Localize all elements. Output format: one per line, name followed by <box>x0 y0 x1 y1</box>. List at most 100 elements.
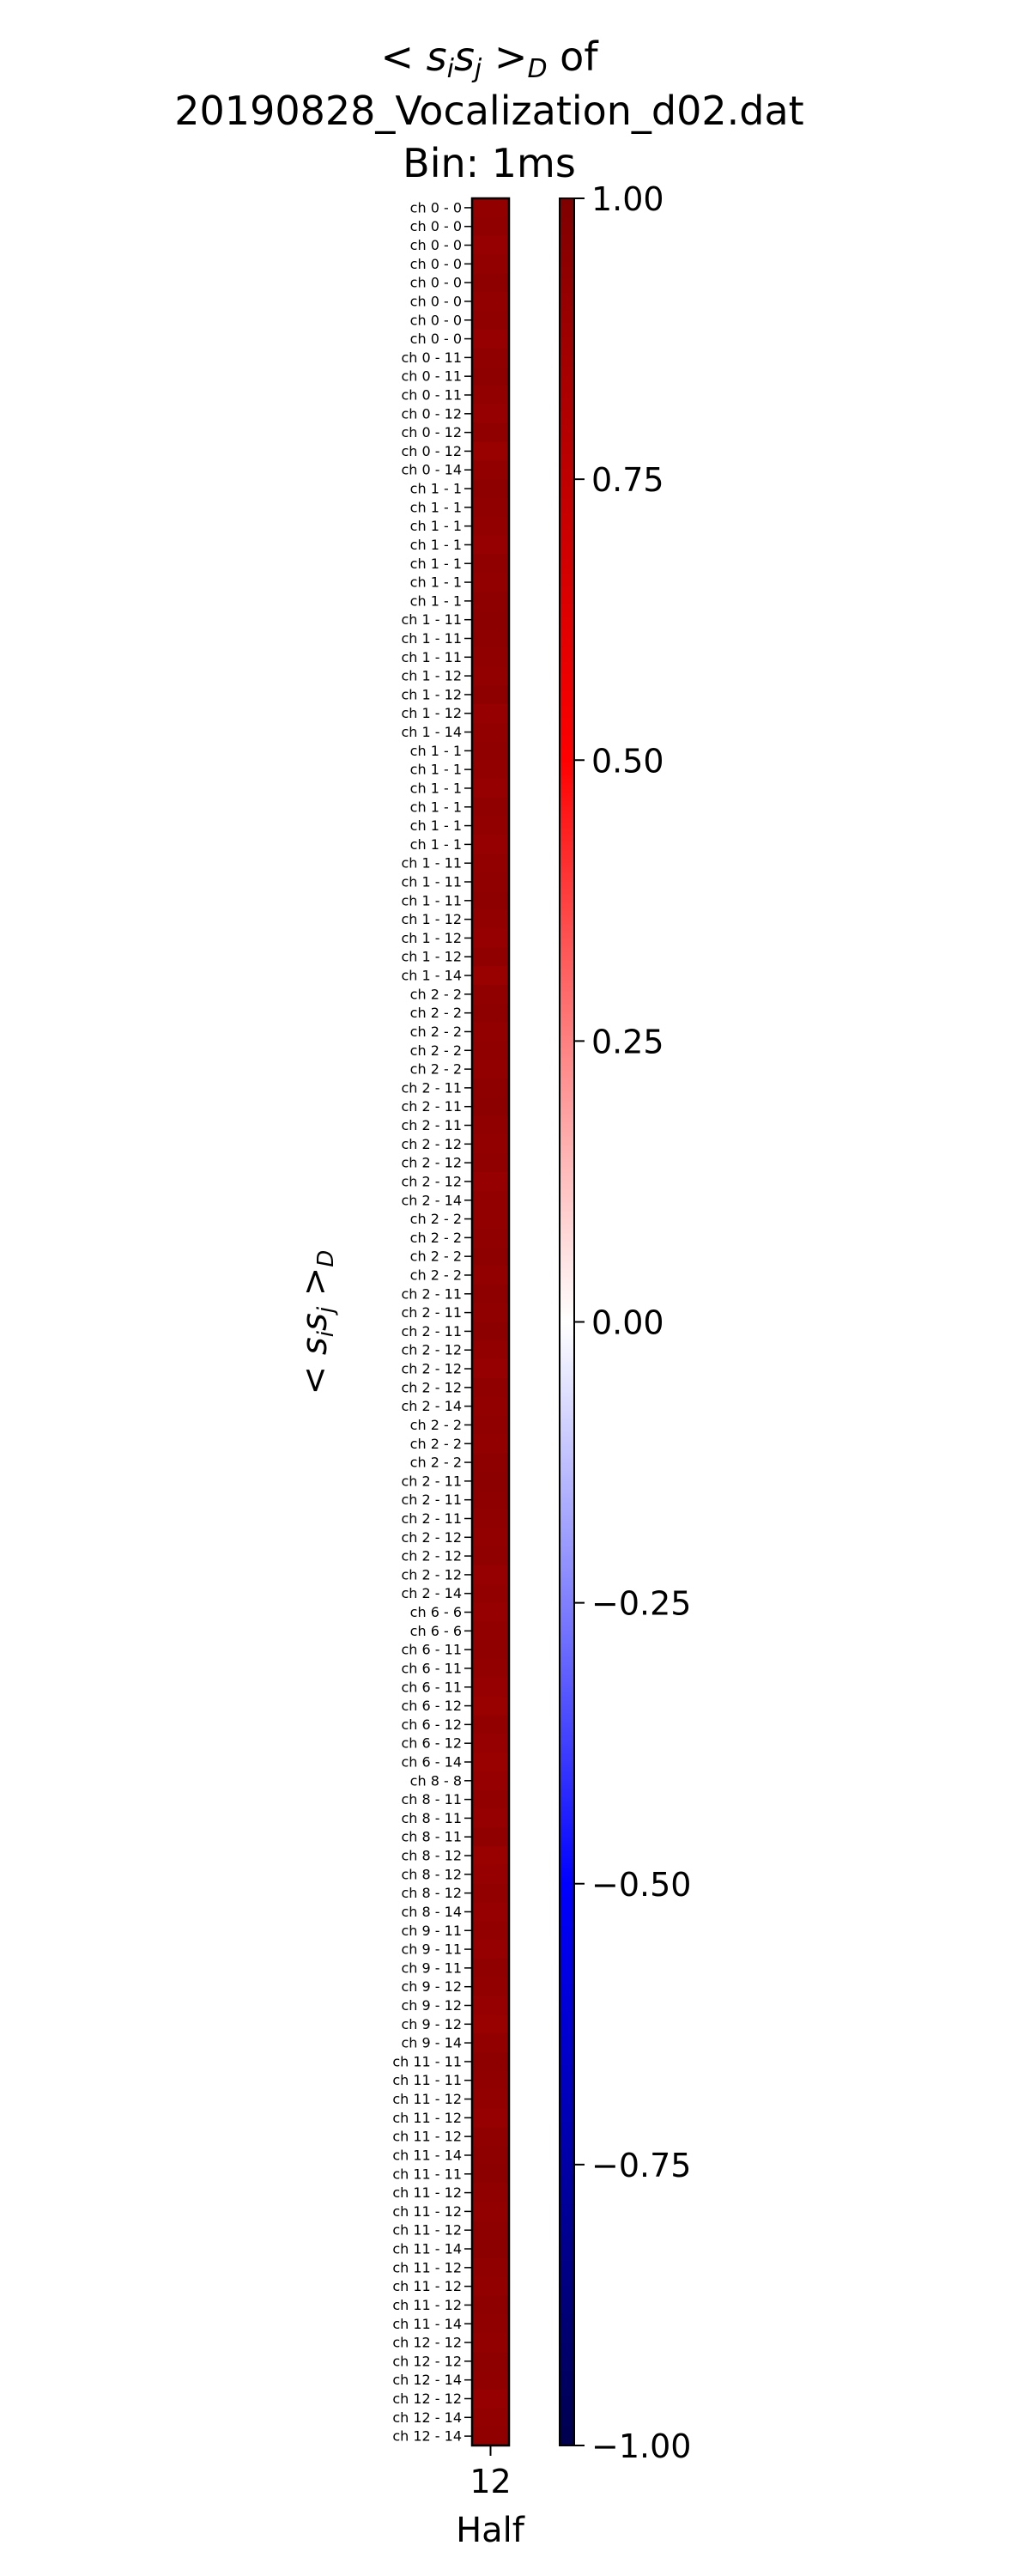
y-tick-label: ch 11 - 14 <box>392 2241 462 2257</box>
heatmap-cell <box>472 610 509 630</box>
colorbar-ticks: 1.00 0.75 0.50 0.25 0.00 −0.25 −0.50 −0.75 −1.00 <box>574 180 691 2465</box>
y-tick-label: ch 2 - 11 <box>401 1304 462 1321</box>
y-tick-label: ch 2 - 2 <box>410 1436 462 1452</box>
heatmap-cell <box>472 1621 509 1641</box>
y-tick-label: ch 2 - 11 <box>401 1323 462 1340</box>
y-tick-label: ch 0 - 0 <box>410 275 462 291</box>
y-tick-label: ch 11 - 11 <box>392 2166 462 2182</box>
y-tick-label: ch 6 - 12 <box>401 1735 462 1752</box>
heatmap-cell <box>472 2314 509 2334</box>
y-tick-label: ch 2 - 2 <box>410 1230 462 1246</box>
heatmap-cell <box>472 1377 509 1398</box>
y-tick-label: ch 1 - 12 <box>401 668 462 684</box>
heatmap-cell <box>472 722 509 743</box>
y-tick-label: ch 1 - 1 <box>410 592 462 609</box>
title-line-1: < sisj >D of <box>380 33 599 84</box>
y-tick-label: ch 11 - 12 <box>392 2222 462 2239</box>
heatmap-cell <box>472 422 509 443</box>
y-tick-label: ch 0 - 0 <box>410 237 462 253</box>
heatmap-cell <box>472 1996 509 2016</box>
heatmap-cell <box>472 1453 509 1473</box>
heatmap-cell <box>472 2146 509 2166</box>
y-tick-label: ch 9 - 11 <box>401 1941 462 1958</box>
y-tick-label: ch 1 - 1 <box>410 481 462 497</box>
heatmap-cell <box>472 1846 509 1866</box>
heatmap-cell <box>472 928 509 948</box>
y-tick-label: ch 1 - 14 <box>401 724 462 740</box>
heatmap-cell <box>472 1284 509 1304</box>
y-tick-label: ch 11 - 12 <box>392 2259 462 2275</box>
heatmap-cell <box>472 1190 509 1211</box>
heatmap-cell <box>472 573 509 592</box>
y-tick-label: ch 1 - 12 <box>401 911 462 927</box>
heatmap-cell <box>472 2408 509 2427</box>
y-tick-label: ch 0 - 11 <box>401 386 462 403</box>
y-tick-label: ch 8 - 11 <box>401 1791 462 1807</box>
heatmap-cell <box>472 1321 509 1341</box>
y-tick-label: ch 0 - 14 <box>401 462 462 478</box>
heatmap-cell <box>472 1172 509 1192</box>
y-tick-label: ch 1 - 1 <box>410 780 462 796</box>
colorbar-tick-label: 0.25 <box>591 1023 664 1060</box>
heatmap-cell <box>472 854 509 873</box>
y-tick-label: ch 0 - 0 <box>410 293 462 309</box>
heatmap-cell <box>472 890 509 911</box>
y-tick-label: ch 11 - 12 <box>392 2278 462 2294</box>
y-tick-label: ch 2 - 12 <box>401 1548 462 1564</box>
heatmap-cell <box>472 1528 509 1547</box>
y-tick-label: ch 2 - 12 <box>401 1342 462 1358</box>
y-tick-label: ch 1 - 11 <box>401 855 462 872</box>
heatmap-cell <box>472 1640 509 1660</box>
y-tick-label: ch 1 - 11 <box>401 630 462 647</box>
heatmap-cell <box>472 1659 509 1679</box>
colorbar-tick-label: −0.75 <box>591 2147 691 2184</box>
heatmap-cell <box>472 441 509 461</box>
heatmap-cell <box>472 685 509 705</box>
heatmap-cell <box>472 292 509 312</box>
heatmap-cell <box>472 1209 509 1230</box>
heatmap-cell <box>472 2427 509 2446</box>
y-tick-label: ch 2 - 11 <box>401 1098 462 1115</box>
heatmap-cell <box>472 1060 509 1079</box>
y-tick-label: ch 8 - 14 <box>401 1904 462 1920</box>
y-tick-label: ch 1 - 11 <box>401 611 462 628</box>
y-tick-label: ch 8 - 12 <box>401 1848 462 1864</box>
y-tick-label: ch 0 - 12 <box>401 443 462 459</box>
heatmap-cell <box>472 1921 509 1941</box>
heatmap-cell <box>472 1041 509 1060</box>
heatmap-cell <box>472 1583 509 1604</box>
y-tick-label: ch 11 - 14 <box>392 2316 462 2332</box>
y-tick-label: ch 0 - 11 <box>401 349 462 366</box>
y-tick-label: ch 2 - 11 <box>401 1079 462 1096</box>
y-tick-label: ch 9 - 14 <box>401 2035 462 2051</box>
heatmap-cell <box>472 1864 509 1885</box>
heatmap-cell <box>472 1340 509 1360</box>
y-tick-label: ch 6 - 11 <box>401 1642 462 1658</box>
y-tick-label: ch 8 - 8 <box>410 1772 462 1789</box>
heatmap-cell <box>472 2333 509 2353</box>
title-line-3: Bin: 1ms <box>403 140 576 186</box>
y-tick-label: ch 6 - 11 <box>401 1660 462 1676</box>
heatmap-cell <box>472 1134 509 1154</box>
heatmap-cell <box>472 2295 509 2315</box>
y-tick-label: ch 1 - 1 <box>410 556 462 572</box>
y-tick-label: ch 2 - 2 <box>410 1267 462 1283</box>
heatmap-cell <box>472 1078 509 1098</box>
heatmap-cell <box>472 1003 509 1024</box>
heatmap-cell <box>472 2370 509 2391</box>
y-tick-label: ch 1 - 1 <box>410 537 462 553</box>
y-tick-label: ch 6 - 14 <box>401 1754 462 1771</box>
y-tick-label: ch 11 - 14 <box>392 2147 462 2163</box>
heatmap-cell <box>472 1509 509 1528</box>
heatmap-cell <box>472 1771 509 1791</box>
heatmap-cell <box>472 1753 509 1772</box>
y-tick-label: ch 2 - 12 <box>401 1173 462 1189</box>
heatmap-cell <box>472 2389 509 2409</box>
y-tick-label: ch 2 - 2 <box>410 1024 462 1040</box>
heatmap-cell <box>472 1266 509 1285</box>
heatmap-cell <box>472 554 509 574</box>
heatmap-cell <box>472 348 509 368</box>
y-tick-label: ch 12 - 12 <box>392 2353 462 2369</box>
y-tick-label: ch 1 - 1 <box>410 817 462 834</box>
y-axis-label: < sisj >D <box>295 1250 339 1395</box>
